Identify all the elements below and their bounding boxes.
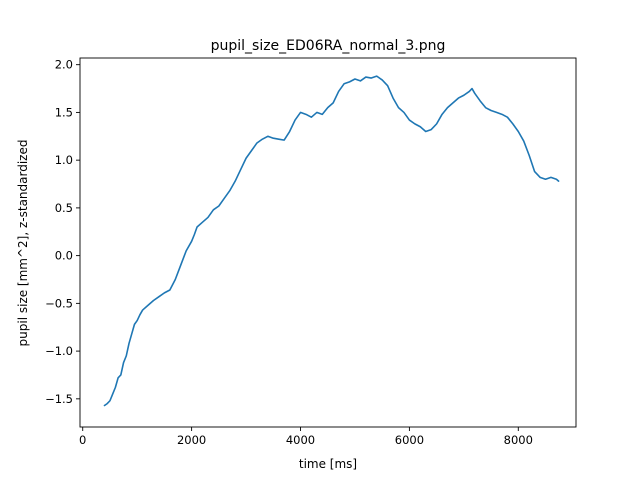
plot-area: 0 2000 4000 6000 8000 −1.5 −1.0 −0.5 0.0 0.5 1.0 1.…: [45, 57, 577, 447]
y-tick-label: −1.5: [45, 392, 73, 406]
y-tick-label: 0.0: [55, 249, 73, 263]
series-line-0: [103, 75, 560, 407]
y-tick-label: −0.5: [45, 296, 73, 310]
x-tick-label: 8000: [504, 433, 533, 447]
y-tick-label: 2.0: [55, 58, 73, 72]
y-tick-label: 0.5: [55, 201, 73, 215]
x-tick-label: 0: [79, 433, 86, 447]
y-tick-label: −1.0: [45, 344, 73, 358]
y-tick-label: 1.0: [55, 153, 73, 167]
y-axis-label: pupil size [mm^2], z-standardized: [16, 140, 30, 347]
x-tick-label: 2000: [177, 433, 206, 447]
y-tick-label: 1.5: [55, 105, 73, 119]
chart-title: pupil_size_ED06RA_normal_3.png: [211, 38, 446, 54]
x-axis-label: time [ms]: [299, 457, 357, 471]
x-tick-label: 4000: [286, 433, 315, 447]
axes-frame: [79, 57, 577, 428]
x-tick-label: 6000: [395, 433, 424, 447]
